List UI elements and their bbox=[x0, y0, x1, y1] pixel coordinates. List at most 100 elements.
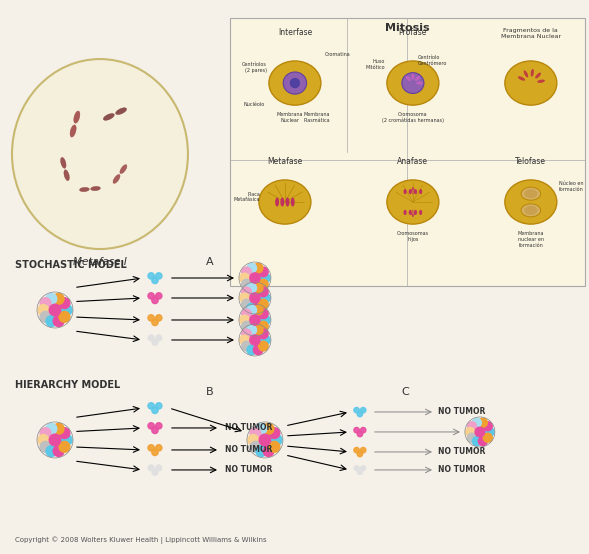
Circle shape bbox=[241, 279, 252, 289]
Circle shape bbox=[240, 293, 249, 303]
Ellipse shape bbox=[387, 180, 439, 224]
Circle shape bbox=[260, 273, 270, 283]
Circle shape bbox=[263, 445, 274, 456]
Ellipse shape bbox=[505, 61, 557, 105]
Ellipse shape bbox=[387, 61, 439, 105]
Circle shape bbox=[269, 428, 280, 438]
Ellipse shape bbox=[406, 76, 411, 81]
Circle shape bbox=[152, 319, 158, 326]
Ellipse shape bbox=[402, 73, 424, 94]
Text: Cromosomas
hijos: Cromosomas hijos bbox=[397, 231, 429, 242]
Circle shape bbox=[152, 297, 158, 304]
Circle shape bbox=[360, 428, 366, 433]
Circle shape bbox=[59, 428, 70, 438]
Circle shape bbox=[240, 273, 249, 283]
Ellipse shape bbox=[275, 197, 279, 207]
Text: Placa
Metafásica: Placa Metafásica bbox=[233, 192, 260, 202]
Circle shape bbox=[354, 465, 359, 471]
Ellipse shape bbox=[280, 197, 284, 207]
Circle shape bbox=[241, 321, 252, 331]
Text: NO TUMOR: NO TUMOR bbox=[438, 407, 485, 417]
Text: C: C bbox=[401, 387, 409, 397]
Circle shape bbox=[155, 335, 162, 341]
Circle shape bbox=[250, 428, 261, 438]
Text: Centríolos
(2 pares): Centríolos (2 pares) bbox=[242, 62, 267, 73]
Text: STOCHASTIC MODEL: STOCHASTIC MODEL bbox=[15, 260, 127, 270]
Ellipse shape bbox=[409, 189, 412, 194]
Ellipse shape bbox=[414, 210, 417, 215]
Circle shape bbox=[53, 423, 64, 434]
Circle shape bbox=[247, 303, 256, 312]
Ellipse shape bbox=[283, 72, 307, 94]
Text: Cromatina: Cromatina bbox=[325, 52, 350, 57]
Text: NO TUMOR: NO TUMOR bbox=[225, 445, 272, 454]
Ellipse shape bbox=[103, 114, 114, 120]
Circle shape bbox=[38, 305, 49, 315]
Text: NO TUMOR: NO TUMOR bbox=[225, 423, 272, 433]
Circle shape bbox=[148, 293, 154, 299]
Ellipse shape bbox=[411, 73, 415, 80]
Ellipse shape bbox=[524, 189, 537, 198]
Circle shape bbox=[357, 469, 363, 475]
Circle shape bbox=[253, 325, 263, 335]
Circle shape bbox=[152, 339, 158, 346]
Circle shape bbox=[148, 335, 154, 341]
Circle shape bbox=[360, 407, 366, 413]
Circle shape bbox=[152, 427, 158, 434]
Circle shape bbox=[53, 294, 64, 304]
Circle shape bbox=[53, 445, 64, 456]
Circle shape bbox=[472, 437, 481, 446]
Text: NO TUMOR: NO TUMOR bbox=[438, 448, 485, 456]
Circle shape bbox=[155, 293, 162, 299]
Ellipse shape bbox=[518, 76, 525, 81]
Circle shape bbox=[247, 283, 256, 293]
Ellipse shape bbox=[70, 125, 76, 137]
Circle shape bbox=[466, 428, 475, 437]
Ellipse shape bbox=[409, 210, 412, 215]
Circle shape bbox=[259, 329, 268, 338]
Ellipse shape bbox=[416, 81, 423, 85]
Circle shape bbox=[155, 465, 162, 471]
Circle shape bbox=[253, 345, 263, 355]
Circle shape bbox=[259, 279, 268, 289]
Circle shape bbox=[483, 422, 492, 430]
Ellipse shape bbox=[115, 108, 127, 115]
Ellipse shape bbox=[91, 186, 101, 191]
Circle shape bbox=[357, 432, 363, 437]
Ellipse shape bbox=[286, 197, 289, 207]
Text: Cromosoma
(2 cromátidas hermanas): Cromosoma (2 cromátidas hermanas) bbox=[382, 112, 444, 124]
Circle shape bbox=[472, 418, 481, 427]
Circle shape bbox=[152, 469, 158, 475]
Text: Membrana
nuclear en
formación: Membrana nuclear en formación bbox=[518, 231, 544, 248]
Circle shape bbox=[40, 297, 51, 309]
Circle shape bbox=[290, 78, 300, 88]
Circle shape bbox=[253, 283, 263, 293]
Circle shape bbox=[155, 403, 162, 409]
Circle shape bbox=[250, 273, 260, 283]
Circle shape bbox=[247, 345, 256, 355]
Circle shape bbox=[250, 442, 261, 452]
Circle shape bbox=[40, 311, 51, 322]
Text: Fragmentos de la
Membrana Nuclear: Fragmentos de la Membrana Nuclear bbox=[501, 28, 561, 39]
Text: Nucléolo: Nucléolo bbox=[244, 101, 265, 106]
Circle shape bbox=[240, 335, 249, 345]
Circle shape bbox=[152, 278, 158, 284]
Ellipse shape bbox=[521, 204, 541, 217]
Circle shape bbox=[253, 305, 263, 315]
Circle shape bbox=[59, 311, 70, 322]
Circle shape bbox=[468, 433, 477, 442]
Ellipse shape bbox=[291, 197, 294, 207]
Circle shape bbox=[247, 283, 256, 293]
Text: NO TUMOR: NO TUMOR bbox=[225, 465, 272, 474]
Circle shape bbox=[61, 305, 72, 315]
Circle shape bbox=[240, 315, 249, 325]
Ellipse shape bbox=[414, 189, 417, 194]
Circle shape bbox=[271, 434, 282, 445]
Circle shape bbox=[59, 297, 70, 309]
Circle shape bbox=[148, 423, 154, 429]
Circle shape bbox=[241, 309, 252, 319]
Circle shape bbox=[61, 434, 72, 445]
Circle shape bbox=[354, 428, 359, 433]
Circle shape bbox=[259, 321, 268, 331]
Circle shape bbox=[360, 465, 366, 471]
